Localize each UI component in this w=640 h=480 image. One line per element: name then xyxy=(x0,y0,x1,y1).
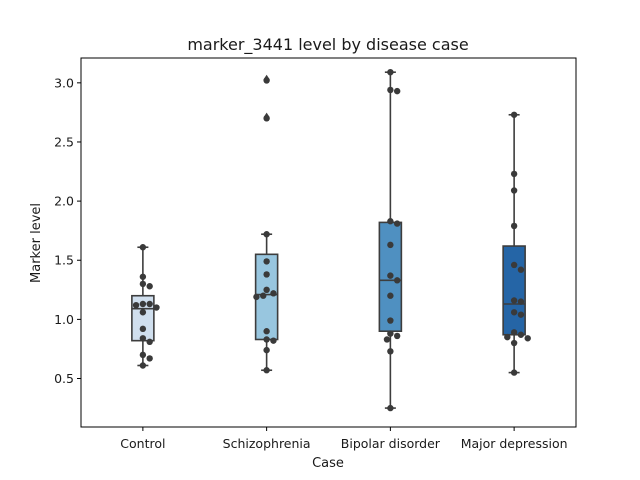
data-point xyxy=(263,258,270,265)
data-point xyxy=(260,292,267,299)
data-point xyxy=(132,301,140,309)
y-tick-label: 1.5 xyxy=(54,253,74,268)
box-3 xyxy=(378,71,403,409)
y-tick-label: 3.0 xyxy=(54,75,74,90)
data-point xyxy=(510,329,518,336)
data-point xyxy=(263,231,270,238)
data-point xyxy=(504,333,511,341)
data-point xyxy=(263,346,270,354)
y-tick-label: 0.5 xyxy=(54,371,74,386)
data-point xyxy=(510,309,518,316)
data-point xyxy=(387,241,394,249)
data-point xyxy=(153,304,160,311)
data-point xyxy=(263,328,270,335)
data-point xyxy=(510,222,518,230)
data-point xyxy=(510,369,518,376)
data-point xyxy=(383,336,391,343)
data-point xyxy=(139,362,147,369)
data-point xyxy=(263,271,270,278)
data-point xyxy=(510,297,518,304)
data-point xyxy=(146,338,153,346)
data-point xyxy=(263,367,270,374)
data-point xyxy=(139,280,147,288)
data-point xyxy=(139,335,147,342)
data-point xyxy=(263,77,270,84)
y-tick-label: 1.0 xyxy=(54,312,74,327)
data-point xyxy=(387,218,394,225)
data-point xyxy=(146,283,153,290)
data-point xyxy=(270,290,277,297)
data-point xyxy=(263,115,270,122)
data-point xyxy=(510,339,518,347)
x-tick-label: Major depression xyxy=(461,436,568,451)
data-point xyxy=(524,335,531,342)
chart-title: marker_3441 level by disease case xyxy=(187,35,468,55)
data-point xyxy=(510,187,518,194)
data-point xyxy=(517,298,525,305)
data-point xyxy=(387,68,394,76)
y-tick-label: 2.5 xyxy=(54,134,74,149)
data-point xyxy=(393,87,401,95)
data-point xyxy=(263,286,270,294)
data-point xyxy=(510,170,518,178)
data-point xyxy=(139,273,147,280)
x-tick-label: Control xyxy=(120,436,165,451)
data-point xyxy=(517,331,525,338)
data-point xyxy=(387,330,394,337)
data-point xyxy=(517,266,525,273)
data-point xyxy=(393,220,401,227)
data-point xyxy=(146,300,153,308)
data-point xyxy=(387,348,394,355)
data-point xyxy=(387,404,394,412)
x-tick-label: Schizophrenia xyxy=(223,436,311,451)
data-point xyxy=(387,86,394,94)
data-point xyxy=(139,351,147,359)
data-point xyxy=(517,311,525,318)
data-point xyxy=(387,272,394,279)
x-tick-label: Bipolar disorder xyxy=(341,436,441,451)
data-point xyxy=(139,244,147,251)
data-point xyxy=(139,300,147,308)
data-point xyxy=(387,317,394,324)
x-axis-label: Case xyxy=(312,456,344,471)
data-point xyxy=(510,111,518,118)
plot-area xyxy=(80,57,577,428)
y-axis-label: Marker level xyxy=(29,203,44,283)
data-point xyxy=(139,309,147,316)
data-point xyxy=(139,325,147,333)
data-point xyxy=(146,355,153,362)
data-point xyxy=(253,293,260,301)
data-point xyxy=(393,332,401,340)
data-point xyxy=(510,261,518,269)
data-point xyxy=(393,277,401,284)
data-point xyxy=(387,292,394,299)
data-point xyxy=(270,337,277,344)
y-tick-label: 2.0 xyxy=(54,194,74,209)
data-point xyxy=(263,336,270,343)
box-iqr xyxy=(502,245,526,336)
